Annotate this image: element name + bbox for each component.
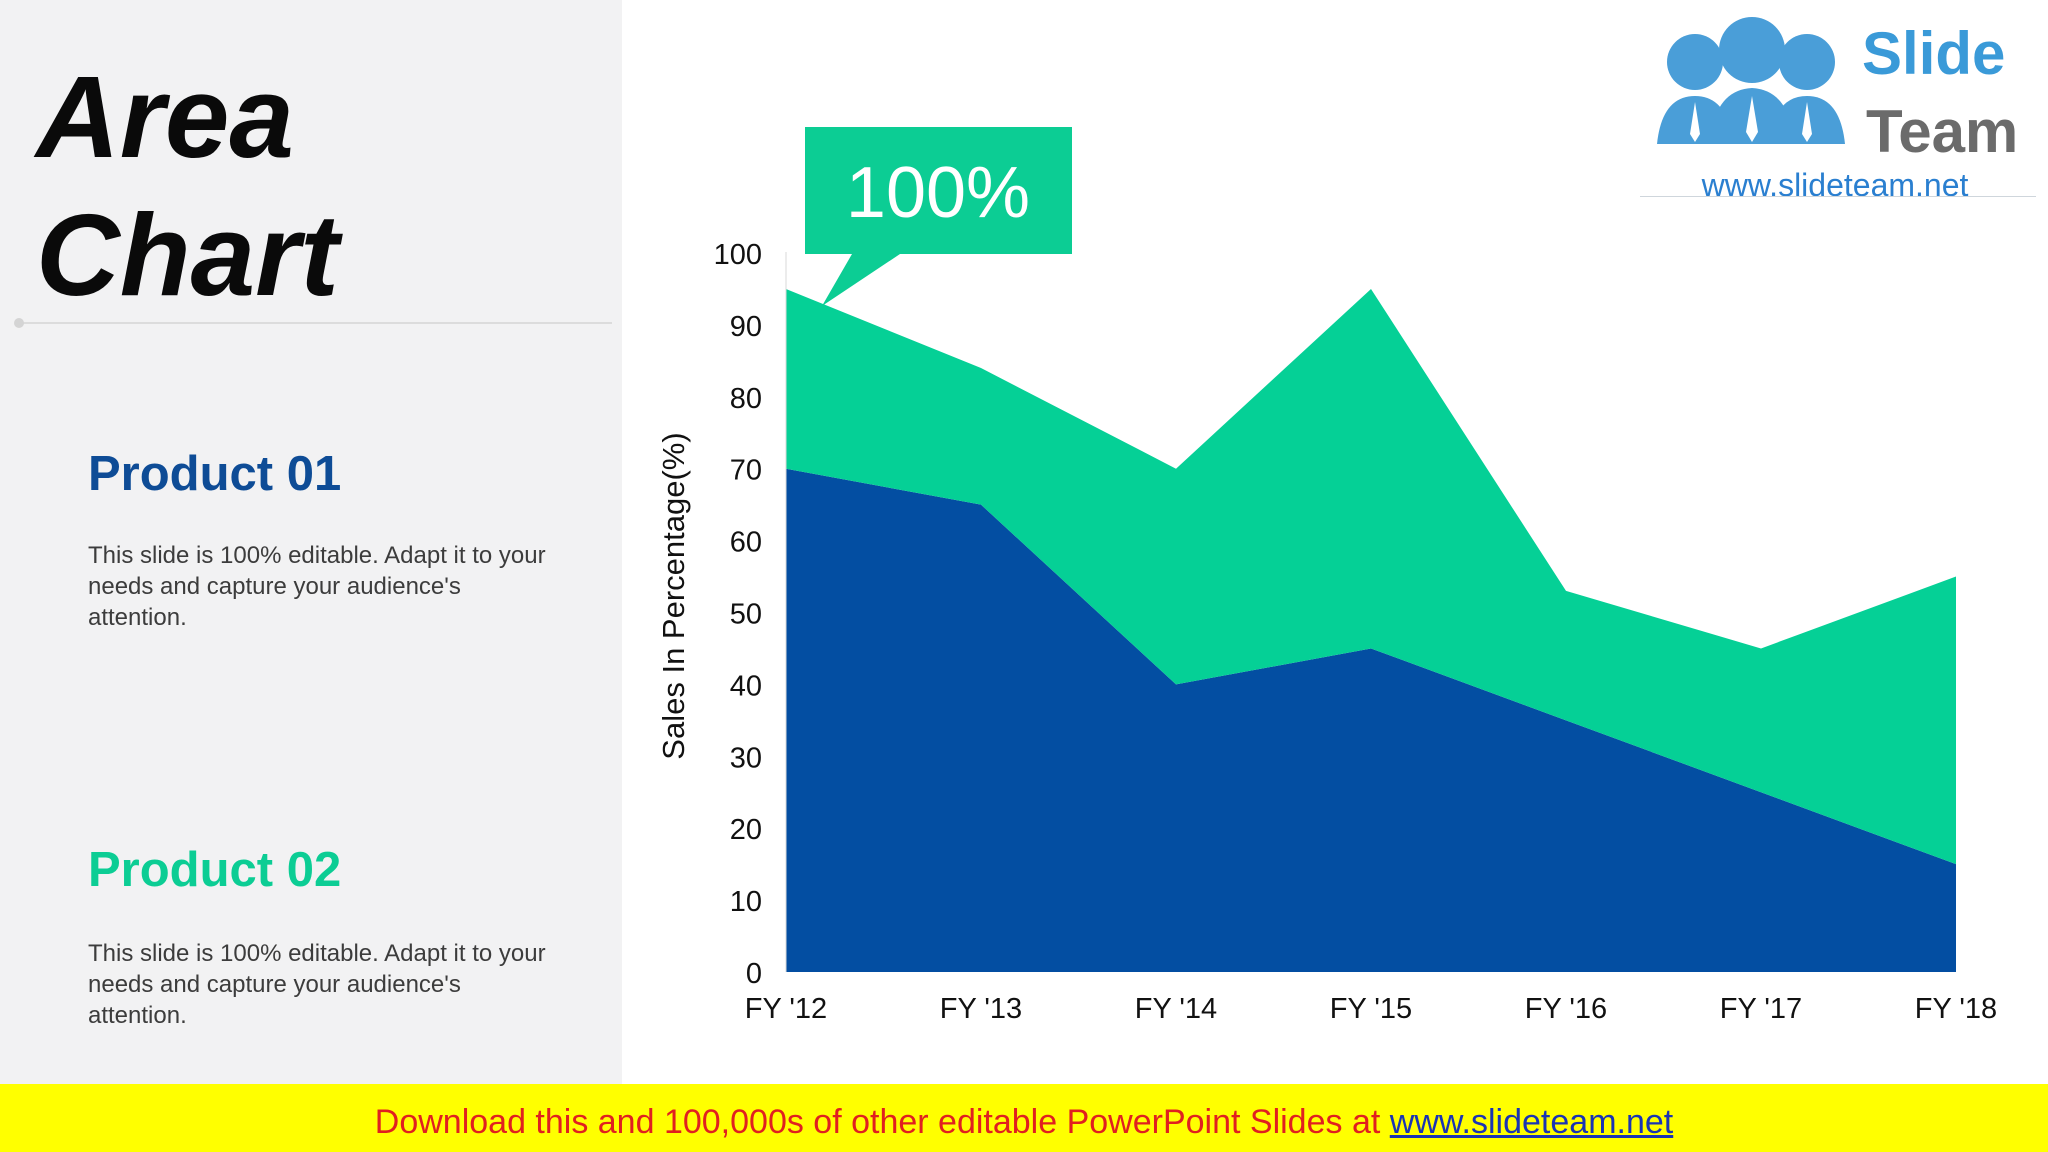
y-tick-label: 60 bbox=[730, 527, 762, 559]
logo-underline bbox=[1640, 196, 2036, 197]
title-line-1: Area bbox=[36, 52, 294, 182]
product-01-title: Product 01 bbox=[88, 447, 342, 501]
tie-icons bbox=[1690, 96, 1812, 142]
area-series-2 bbox=[786, 288, 1956, 865]
title-line-2: Chart bbox=[36, 190, 339, 320]
y-tick-label: 20 bbox=[730, 814, 762, 846]
y-tick-label: 10 bbox=[730, 886, 762, 918]
logo-graphic: Slide Team www.slideteam.net bbox=[1657, 17, 2018, 203]
area-series-1 bbox=[786, 468, 1956, 972]
y-tick-label: 70 bbox=[730, 455, 762, 487]
x-tick-label: FY '17 bbox=[1720, 993, 1802, 1025]
title-divider bbox=[18, 322, 612, 324]
footer-message: Download this and 100,000s of other edit… bbox=[374, 1103, 1390, 1141]
x-tick-label: FY '12 bbox=[745, 993, 827, 1025]
x-tick-labels: FY '12 FY '13 FY '14 FY '15 FY '16 FY '17 FY '… bbox=[745, 993, 1997, 1025]
slide-title: Area Chart bbox=[36, 48, 339, 324]
callout-label: 100% bbox=[846, 153, 1030, 233]
y-tick-label: 90 bbox=[730, 311, 762, 343]
product-01-description: This slide is 100% editable. Adapt it to… bbox=[88, 542, 546, 631]
y-tick-label: 40 bbox=[730, 670, 762, 702]
chart-areas bbox=[786, 288, 1956, 972]
y-axis-label: Sales In Percentage(%) bbox=[656, 432, 691, 759]
divider-dot bbox=[14, 318, 24, 328]
y-tick-labels: 0 10 20 30 40 50 60 70 80 90 100 bbox=[714, 239, 762, 990]
y-tick-label: 100 bbox=[714, 239, 762, 271]
footer-link[interactable]: www.slideteam.net bbox=[1389, 1103, 1674, 1141]
product-02-title: Product 02 bbox=[88, 843, 342, 897]
callout-box: 100% bbox=[805, 127, 1072, 306]
footer-text: Download this and 100,000s of other edit… bbox=[0, 1102, 2048, 1142]
footer-banner bbox=[0, 1084, 2048, 1152]
x-tick-label: FY '18 bbox=[1915, 993, 1997, 1025]
y-tick-label: 30 bbox=[730, 742, 762, 774]
slideteam-logo: Slide Team www.slideteam.net bbox=[1640, 2, 2036, 203]
x-tick-label: FY '13 bbox=[940, 993, 1022, 1025]
logo-word-slide: Slide bbox=[1862, 20, 2005, 87]
y-tick-label: 50 bbox=[730, 599, 762, 631]
left-panel bbox=[0, 0, 622, 1084]
y-tick-label: 80 bbox=[730, 383, 762, 415]
logo-word-team: Team bbox=[1866, 98, 2018, 165]
callout-shape bbox=[805, 127, 1072, 306]
x-tick-label: FY '15 bbox=[1330, 993, 1412, 1025]
y-tick-label: 0 bbox=[746, 958, 762, 990]
product-02-description: This slide is 100% editable. Adapt it to… bbox=[88, 940, 546, 1029]
x-tick-label: FY '16 bbox=[1525, 993, 1607, 1025]
x-tick-label: FY '14 bbox=[1135, 993, 1217, 1025]
people-icon bbox=[1657, 17, 1845, 144]
logo-url[interactable]: www.slideteam.net bbox=[1701, 167, 1969, 203]
